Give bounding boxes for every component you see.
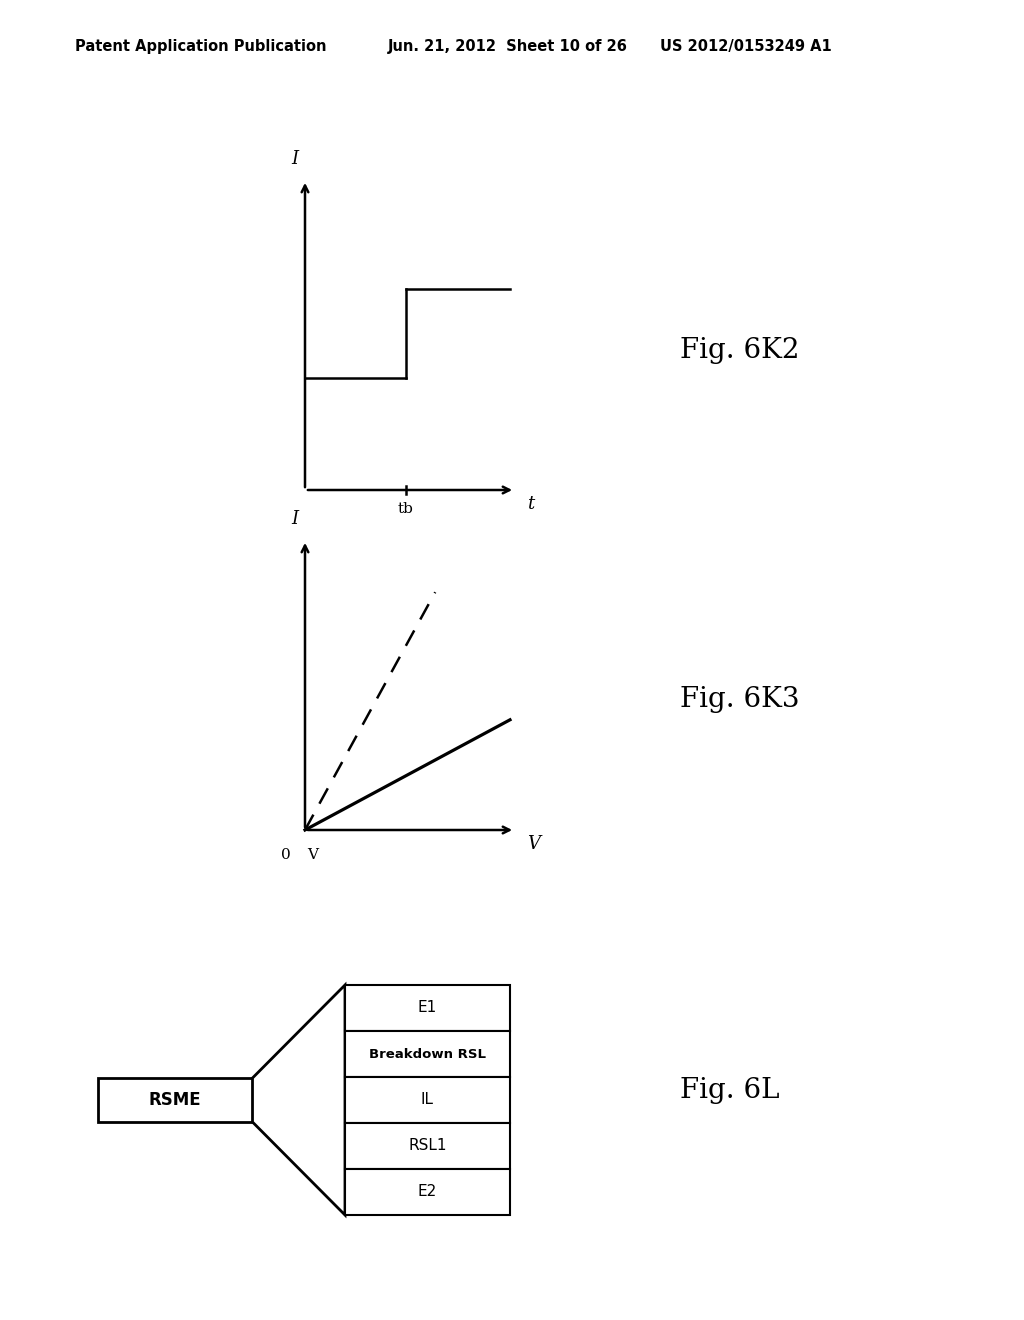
Text: Fig. 6L: Fig. 6L (680, 1077, 779, 1104)
Text: RSME: RSME (148, 1092, 202, 1109)
Text: Patent Application Publication: Patent Application Publication (75, 40, 327, 54)
Text: Breakdown RSL: Breakdown RSL (369, 1048, 486, 1060)
Text: I: I (292, 150, 299, 168)
Text: Fig. 6K3: Fig. 6K3 (680, 686, 800, 713)
Text: V: V (307, 847, 318, 862)
Bar (345, 1170, 510, 1214)
Text: 0: 0 (282, 847, 291, 862)
Bar (345, 985, 510, 1031)
Bar (97, 1078, 253, 1122)
Text: V: V (527, 836, 540, 853)
Text: tb: tb (398, 502, 414, 516)
Text: IL: IL (421, 1093, 434, 1107)
Text: US 2012/0153249 A1: US 2012/0153249 A1 (660, 40, 831, 54)
Text: I: I (292, 510, 299, 528)
Bar (345, 1077, 510, 1123)
Bar (345, 1123, 510, 1170)
Text: t: t (527, 495, 535, 513)
Text: E2: E2 (418, 1184, 437, 1200)
Text: RSL1: RSL1 (409, 1138, 446, 1154)
Text: E1: E1 (418, 1001, 437, 1015)
Text: Fig. 6K2: Fig. 6K2 (680, 337, 800, 364)
Bar (345, 1031, 510, 1077)
Text: Jun. 21, 2012  Sheet 10 of 26: Jun. 21, 2012 Sheet 10 of 26 (388, 40, 628, 54)
Polygon shape (253, 985, 345, 1214)
